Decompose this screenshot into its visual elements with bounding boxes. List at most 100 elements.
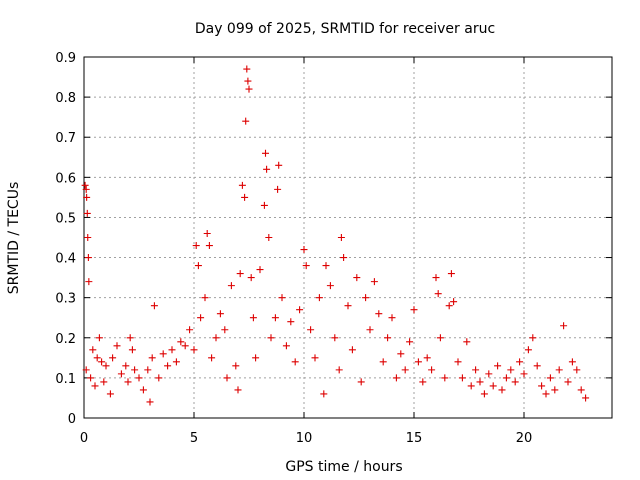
- data-point: [232, 362, 240, 370]
- data-point: [100, 378, 108, 386]
- data-point: [577, 386, 585, 394]
- data-point: [436, 334, 444, 342]
- data-point: [560, 322, 568, 330]
- axes: 0 0.1 0.2 0.3 0.4 0.5 0.6 0.7 0.8 0.9 0 5 10 15 20: [55, 51, 613, 446]
- data-point: [159, 350, 167, 358]
- data-point: [397, 350, 405, 358]
- y-tick-label: 0.2: [55, 332, 76, 347]
- data-point: [212, 334, 220, 342]
- x-tick-label: 15: [406, 431, 423, 446]
- data-point: [551, 386, 559, 394]
- data-point: [260, 201, 268, 209]
- data-point: [177, 338, 185, 346]
- data-point: [181, 342, 189, 350]
- data-point: [146, 398, 154, 406]
- data-point: [267, 334, 275, 342]
- data-point: [410, 306, 418, 314]
- data-point: [320, 390, 328, 398]
- data-point: [197, 314, 205, 322]
- data-point: [275, 161, 283, 169]
- data-point: [434, 290, 442, 298]
- data-point: [331, 334, 339, 342]
- data-point: [441, 374, 449, 382]
- data-point: [533, 362, 541, 370]
- data-point: [476, 378, 484, 386]
- data-point: [302, 262, 310, 270]
- y-tick-label: 0.1: [55, 372, 76, 387]
- data-point: [91, 382, 99, 390]
- data-point: [84, 254, 92, 262]
- data-point: [106, 390, 114, 398]
- data-point: [265, 234, 273, 241]
- data-point: [406, 338, 414, 346]
- data-point: [463, 338, 471, 346]
- data-point: [357, 378, 365, 386]
- x-tick-label: 5: [190, 431, 198, 446]
- data-point: [485, 370, 493, 378]
- y-tick-label: 0.7: [55, 131, 76, 146]
- data-point: [87, 374, 95, 382]
- data-point: [344, 302, 352, 310]
- data-point: [245, 85, 253, 93]
- data-point: [498, 386, 506, 394]
- data-point: [221, 326, 229, 334]
- data-point: [98, 358, 106, 366]
- data-point: [172, 358, 180, 366]
- data-point: [263, 165, 271, 173]
- data-point: [164, 362, 172, 370]
- y-tick-label: 0.8: [55, 91, 76, 106]
- data-point: [81, 181, 89, 189]
- data-point: [241, 193, 249, 201]
- data-point: [307, 326, 315, 334]
- data-point: [89, 346, 97, 354]
- data-point: [278, 294, 286, 302]
- data-point: [546, 374, 554, 382]
- data-point: [458, 374, 466, 382]
- data-point: [311, 354, 319, 362]
- data-point: [414, 358, 422, 366]
- data-point: [234, 386, 242, 394]
- data-point: [375, 310, 383, 318]
- data-point: [340, 254, 348, 262]
- data-point: [480, 390, 488, 398]
- data-point: [135, 374, 143, 382]
- data-point: [249, 314, 257, 322]
- data-point: [379, 358, 387, 366]
- data-point: [244, 77, 252, 85]
- x-tick-label: 10: [296, 431, 313, 446]
- data-point: [335, 366, 343, 374]
- data-point: [445, 302, 453, 310]
- data-point: [291, 358, 299, 366]
- data-point: [520, 370, 528, 378]
- y-tick-label: 0.5: [55, 211, 76, 226]
- chart-title: Day 099 of 2025, SRMTID for receiver aru…: [195, 21, 495, 37]
- y-tick-label: 0.9: [55, 51, 76, 66]
- data-point: [252, 354, 260, 362]
- data-point: [507, 366, 515, 374]
- y-tick-label: 0.6: [55, 171, 76, 186]
- data-point: [362, 294, 370, 302]
- data-point: [85, 278, 93, 286]
- data-point: [489, 382, 497, 390]
- data-point: [300, 246, 308, 254]
- data-point: [192, 242, 200, 250]
- data-point: [82, 366, 90, 374]
- data-point: [366, 326, 374, 334]
- x-tick-label: 0: [80, 431, 88, 446]
- data-point: [128, 346, 136, 354]
- data-point: [274, 185, 282, 193]
- data-point: [370, 278, 378, 286]
- data-point: [568, 358, 576, 366]
- y-tick-label: 0: [68, 412, 76, 427]
- y-tick-label: 0.3: [55, 292, 76, 307]
- data-point: [109, 354, 117, 362]
- data-point: [388, 314, 396, 322]
- data-point: [326, 282, 334, 290]
- data-point: [243, 65, 251, 73]
- grid: [84, 57, 612, 418]
- data-point: [144, 366, 152, 374]
- data-point: [216, 310, 224, 318]
- data-point: [419, 378, 427, 386]
- data-point: [511, 378, 519, 386]
